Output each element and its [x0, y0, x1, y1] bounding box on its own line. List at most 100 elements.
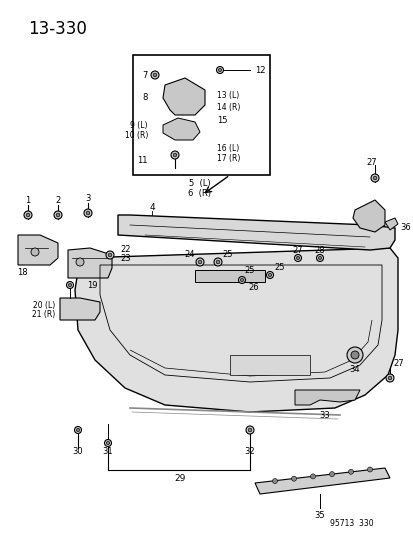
- Circle shape: [367, 467, 372, 472]
- Circle shape: [329, 472, 334, 477]
- Circle shape: [56, 213, 59, 217]
- Circle shape: [26, 213, 30, 217]
- Text: 25: 25: [244, 265, 254, 274]
- Text: 12: 12: [254, 66, 265, 75]
- Text: 5  (L): 5 (L): [189, 179, 210, 188]
- Polygon shape: [384, 218, 397, 230]
- Circle shape: [173, 153, 176, 157]
- Circle shape: [248, 428, 251, 432]
- Text: 7: 7: [142, 70, 147, 79]
- Circle shape: [348, 469, 353, 474]
- Text: 23: 23: [120, 254, 131, 262]
- Circle shape: [31, 248, 39, 256]
- Text: 14 (R): 14 (R): [216, 102, 240, 111]
- Text: 10 (R): 10 (R): [124, 131, 147, 140]
- Circle shape: [372, 176, 376, 180]
- Polygon shape: [352, 200, 384, 232]
- Circle shape: [198, 260, 201, 264]
- Polygon shape: [163, 78, 204, 115]
- Circle shape: [268, 273, 271, 277]
- Circle shape: [24, 211, 32, 219]
- Polygon shape: [68, 248, 112, 278]
- Circle shape: [216, 67, 223, 74]
- Polygon shape: [294, 390, 359, 405]
- Circle shape: [54, 211, 62, 219]
- Text: 21 (R): 21 (R): [32, 311, 55, 319]
- Polygon shape: [254, 468, 389, 494]
- Circle shape: [151, 71, 159, 79]
- Circle shape: [296, 256, 299, 260]
- Circle shape: [66, 281, 74, 288]
- Text: 27: 27: [292, 246, 303, 254]
- Circle shape: [387, 376, 391, 380]
- Text: 29: 29: [174, 474, 185, 483]
- Circle shape: [74, 426, 81, 433]
- Text: 32: 32: [244, 448, 255, 456]
- Text: 18: 18: [17, 268, 27, 277]
- Circle shape: [238, 277, 245, 284]
- Text: 13 (L): 13 (L): [216, 91, 239, 100]
- Text: 20 (L): 20 (L): [33, 301, 55, 310]
- Circle shape: [316, 254, 323, 262]
- Circle shape: [346, 347, 362, 363]
- Circle shape: [108, 253, 112, 257]
- Circle shape: [218, 68, 221, 71]
- Circle shape: [370, 174, 378, 182]
- Text: 1: 1: [25, 196, 31, 205]
- Text: 3: 3: [85, 193, 90, 203]
- Circle shape: [84, 209, 92, 217]
- Circle shape: [68, 284, 71, 287]
- Text: 95713  330: 95713 330: [329, 520, 373, 529]
- Circle shape: [350, 351, 358, 359]
- Circle shape: [76, 429, 79, 432]
- Circle shape: [318, 256, 321, 260]
- Text: 11: 11: [137, 156, 147, 165]
- Circle shape: [266, 271, 273, 279]
- Circle shape: [104, 440, 111, 447]
- Circle shape: [86, 211, 90, 215]
- Text: 6  (R): 6 (R): [188, 189, 211, 198]
- Text: 33: 33: [319, 410, 330, 419]
- Circle shape: [106, 251, 114, 259]
- Circle shape: [385, 374, 393, 382]
- Circle shape: [106, 441, 109, 445]
- Circle shape: [153, 73, 157, 77]
- Text: 24: 24: [184, 249, 195, 259]
- Text: 4: 4: [149, 203, 154, 212]
- Text: 9 (L): 9 (L): [130, 120, 147, 130]
- Polygon shape: [118, 215, 394, 250]
- Text: 27: 27: [366, 157, 376, 166]
- Text: 15: 15: [216, 116, 227, 125]
- Text: 34: 34: [349, 366, 359, 375]
- Text: 36: 36: [399, 222, 410, 231]
- Text: 8: 8: [142, 93, 147, 101]
- Text: 16 (L): 16 (L): [216, 143, 239, 152]
- Circle shape: [294, 254, 301, 262]
- Circle shape: [310, 474, 315, 479]
- Text: 30: 30: [73, 448, 83, 456]
- Circle shape: [214, 258, 221, 266]
- Bar: [133, 55, 269, 175]
- Polygon shape: [18, 235, 58, 265]
- Circle shape: [195, 258, 204, 266]
- Text: 22: 22: [120, 245, 130, 254]
- Circle shape: [76, 258, 84, 266]
- Circle shape: [171, 151, 178, 159]
- Circle shape: [245, 426, 254, 434]
- Text: 31: 31: [102, 448, 113, 456]
- Text: 13-330: 13-330: [28, 20, 87, 38]
- Circle shape: [291, 476, 296, 481]
- Text: 17 (R): 17 (R): [216, 154, 240, 163]
- Circle shape: [240, 278, 243, 281]
- Polygon shape: [75, 248, 397, 412]
- Text: 35: 35: [314, 511, 325, 520]
- Text: 25: 25: [273, 262, 284, 271]
- Text: 28: 28: [314, 246, 325, 254]
- Circle shape: [216, 260, 219, 264]
- Text: 19: 19: [87, 280, 97, 289]
- Bar: [195, 270, 264, 282]
- Text: 27: 27: [392, 359, 403, 368]
- Circle shape: [272, 479, 277, 483]
- Text: 2: 2: [55, 196, 60, 205]
- Polygon shape: [60, 298, 100, 320]
